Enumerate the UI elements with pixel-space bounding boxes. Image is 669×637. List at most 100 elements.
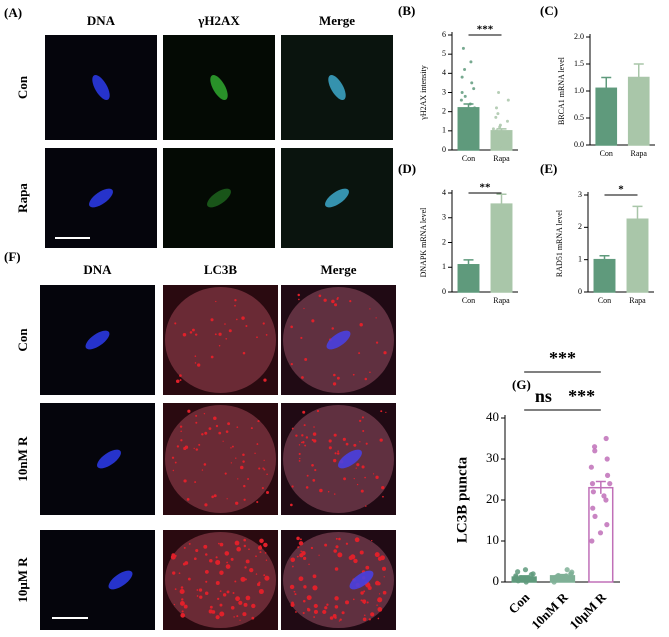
error-bar xyxy=(519,575,530,579)
puncta xyxy=(362,599,367,604)
puncta xyxy=(291,427,294,430)
puncta xyxy=(244,566,247,569)
puncta xyxy=(255,555,257,558)
puncta xyxy=(327,491,330,493)
puncta xyxy=(377,581,381,586)
puncta xyxy=(339,618,342,621)
puncta xyxy=(362,430,365,433)
data-point xyxy=(492,133,496,137)
puncta xyxy=(234,540,240,546)
puncta xyxy=(337,552,343,558)
puncta xyxy=(345,542,349,545)
puncta xyxy=(196,595,199,597)
data-point xyxy=(515,569,521,575)
puncta xyxy=(308,563,310,566)
puncta xyxy=(345,442,349,446)
puncta xyxy=(211,610,216,614)
puncta xyxy=(187,577,191,581)
puncta xyxy=(312,432,317,436)
puncta xyxy=(171,456,175,459)
oocyte xyxy=(165,405,276,513)
puncta xyxy=(174,588,177,591)
puncta xyxy=(242,460,245,463)
puncta xyxy=(245,595,251,601)
puncta xyxy=(362,617,367,622)
puncta xyxy=(294,593,297,596)
panel-label: (F) xyxy=(4,249,21,264)
y-axis-label: DNAPK mRNA level xyxy=(419,207,428,278)
puncta xyxy=(332,382,337,386)
puncta xyxy=(213,494,217,498)
puncta xyxy=(187,409,191,413)
puncta xyxy=(293,590,296,593)
puncta xyxy=(230,447,232,449)
puncta xyxy=(328,446,332,450)
x-tick-label: Con xyxy=(462,154,475,163)
puncta xyxy=(372,473,375,475)
puncta xyxy=(183,479,187,483)
data-point xyxy=(590,489,596,495)
x-tick-label: 10μM R xyxy=(566,589,609,632)
y-tick-label: 40 xyxy=(486,409,499,424)
puncta xyxy=(204,431,208,435)
puncta xyxy=(227,422,231,426)
puncta xyxy=(374,552,380,558)
significance-label: ** xyxy=(480,182,492,194)
column-label: DNA xyxy=(83,262,112,277)
puncta xyxy=(258,588,264,595)
puncta xyxy=(210,318,214,322)
puncta xyxy=(213,416,217,421)
data-point xyxy=(494,106,498,110)
error-bar xyxy=(601,76,612,100)
panel-label: (B) xyxy=(398,3,415,18)
y-tick-label: 0 xyxy=(493,573,500,588)
puncta xyxy=(300,550,303,553)
data-point xyxy=(603,435,609,442)
y-tick-label: 0.5 xyxy=(574,113,584,122)
puncta xyxy=(318,554,320,556)
puncta xyxy=(334,493,336,495)
data-point xyxy=(589,538,595,544)
error-bar xyxy=(633,63,644,91)
puncta xyxy=(218,431,222,435)
puncta xyxy=(259,538,264,544)
x-tick-label: 10nM R xyxy=(528,589,571,632)
puncta xyxy=(173,603,176,606)
data-point xyxy=(463,68,467,71)
column-label: Merge xyxy=(320,262,356,277)
puncta xyxy=(383,351,387,355)
puncta xyxy=(363,590,366,593)
data-point xyxy=(498,125,502,129)
puncta xyxy=(328,439,332,443)
puncta xyxy=(300,336,303,340)
chromosomes xyxy=(85,330,110,350)
data-point xyxy=(502,147,506,151)
data-point xyxy=(564,567,570,573)
puncta xyxy=(194,333,198,336)
puncta xyxy=(256,500,259,504)
puncta xyxy=(195,448,199,451)
puncta xyxy=(333,549,338,553)
puncta xyxy=(258,467,261,470)
puncta xyxy=(314,468,317,472)
puncta xyxy=(381,566,387,571)
puncta xyxy=(224,323,226,325)
puncta xyxy=(247,478,249,480)
puncta xyxy=(209,605,213,609)
puncta xyxy=(194,481,197,483)
puncta xyxy=(349,300,352,303)
puncta xyxy=(203,412,206,415)
puncta xyxy=(243,538,246,542)
puncta xyxy=(334,452,337,455)
puncta xyxy=(306,474,309,477)
puncta xyxy=(242,612,247,617)
puncta xyxy=(355,467,357,469)
puncta xyxy=(302,556,307,561)
puncta xyxy=(215,424,219,428)
puncta xyxy=(352,373,355,376)
puncta xyxy=(380,410,383,413)
error-bar xyxy=(599,255,610,264)
puncta xyxy=(359,323,363,327)
puncta xyxy=(195,414,198,417)
